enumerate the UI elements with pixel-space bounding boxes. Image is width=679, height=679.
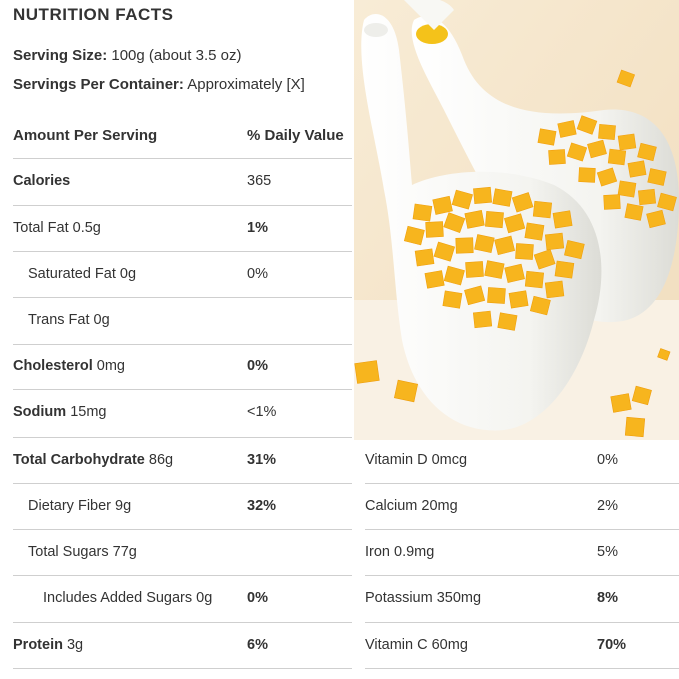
nutrient-name: Protein	[13, 637, 63, 653]
row-divider	[13, 529, 352, 530]
nutrient-amount: 0.5g	[68, 220, 101, 236]
row-divider	[13, 668, 352, 669]
nutrient-amount: 77g	[108, 544, 137, 560]
nutrient-daily-value: 6%	[247, 637, 268, 653]
nutrient-name: Includes Added Sugars	[43, 590, 193, 606]
nutrient-row-label: Total Fat 0.5g	[13, 220, 101, 236]
nutrient-row-label: Protein 3g	[13, 637, 83, 653]
nutrient-row-label: Includes Added Sugars 0g	[43, 590, 212, 606]
nutrient-name: Total Sugars	[28, 544, 109, 560]
serving-size-label: Serving Size:	[13, 47, 108, 64]
nutrient-daily-value: <1%	[247, 404, 277, 420]
row-divider	[13, 389, 352, 390]
nutrient-row-label: Trans Fat 0g	[28, 312, 110, 328]
nutrition-title: NUTRITION FACTS	[13, 5, 174, 24]
nutrient-row-label: Calories	[13, 173, 70, 189]
vitamin-daily-value: 8%	[597, 590, 618, 606]
row-divider	[365, 575, 679, 576]
nutrient-name: Saturated Fat	[28, 266, 116, 282]
servings-per-container-label: Servings Per Container:	[13, 76, 184, 93]
serving-size-value: 100g (about 3.5 oz)	[111, 47, 242, 64]
vitamin-row-label: Vitamin C 60mg	[365, 637, 468, 653]
row-divider	[365, 622, 679, 623]
nutrient-row-label: Sodium 15mg	[13, 404, 106, 420]
row-divider	[13, 622, 352, 623]
nutrient-name: Trans Fat	[28, 312, 90, 328]
row-divider	[13, 158, 352, 159]
product-photo	[354, 0, 679, 440]
nutrient-row-label: Saturated Fat 0g	[28, 266, 136, 282]
nutrient-amount: 15mg	[66, 404, 107, 420]
nutrient-amount: 0g	[192, 590, 213, 606]
serving-size: Serving Size: 100g (about 3.5 oz)	[13, 47, 241, 64]
row-divider	[13, 575, 352, 576]
amount-per-serving-header: Amount Per Serving	[13, 127, 158, 144]
nutrient-name: Total Carbohydrate	[13, 452, 145, 468]
row-divider	[13, 483, 352, 484]
row-divider	[13, 344, 352, 345]
servings-per-container: Servings Per Container: Approximately [X…	[13, 76, 305, 93]
vitamin-row-label: Iron 0.9mg	[365, 544, 435, 560]
nutrient-amount: 3g	[62, 637, 84, 653]
row-divider	[13, 205, 352, 206]
nutrient-name: Dietary Fiber	[28, 498, 111, 514]
nutrient-daily-value: 0%	[247, 266, 268, 282]
vitamin-daily-value: 70%	[597, 637, 627, 653]
nutrient-daily-value: 0%	[247, 358, 268, 374]
vitamin-daily-value: 0%	[597, 452, 618, 468]
nutrient-row-label: Total Carbohydrate 86g	[13, 452, 173, 468]
nutrient-row-label: Cholesterol 0mg	[13, 358, 125, 374]
daily-value-header: % Daily Value	[247, 127, 344, 144]
nutrient-row-label: Dietary Fiber 9g	[28, 498, 131, 514]
row-divider	[365, 529, 679, 530]
nutrient-daily-value: 1%	[247, 220, 268, 236]
nutrient-name: Cholesterol	[13, 358, 93, 374]
vitamin-row-label: Calcium 20mg	[365, 498, 458, 514]
nutrient-row-label: Total Sugars 77g	[28, 544, 137, 560]
row-divider	[13, 437, 352, 438]
row-divider	[13, 297, 352, 298]
nutrient-amount: 0g	[115, 266, 137, 282]
nutrient-amount: 9g	[111, 498, 132, 514]
vitamin-daily-value: 5%	[597, 544, 618, 560]
mango-cubes-spoons-image	[354, 0, 679, 440]
nutrient-daily-value: 0%	[247, 590, 268, 606]
vitamin-daily-value: 2%	[597, 498, 618, 514]
nutrient-name: Calories	[13, 173, 71, 189]
nutrient-amount: 86g	[144, 452, 174, 468]
servings-per-container-value: Approximately [X]	[187, 76, 305, 93]
nutrient-name: Sodium	[13, 404, 67, 420]
nutrient-daily-value: 31%	[247, 452, 277, 468]
nutrient-amount: 0g	[89, 312, 110, 328]
row-divider	[13, 251, 352, 252]
vitamin-row-label: Potassium 350mg	[365, 590, 482, 606]
row-divider	[365, 483, 679, 484]
nutrient-amount: 0mg	[92, 358, 126, 374]
nutrient-daily-value: 32%	[247, 498, 277, 514]
nutrient-name: Total Fat	[13, 220, 69, 236]
nutrient-daily-value: 365	[247, 173, 272, 189]
row-divider	[365, 668, 679, 669]
vitamin-row-label: Vitamin D 0mcg	[365, 452, 468, 468]
